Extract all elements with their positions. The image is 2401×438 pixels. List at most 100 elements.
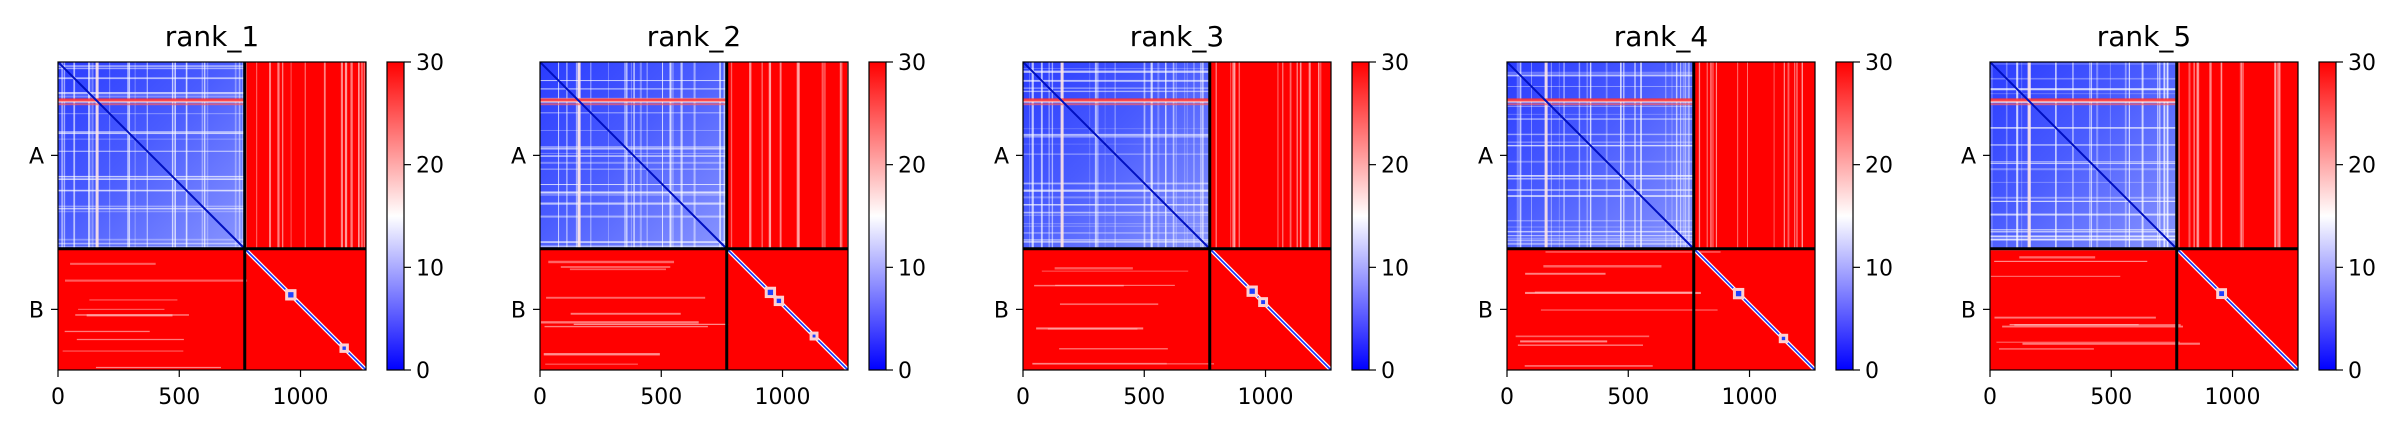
y-tick-label: A: [511, 144, 526, 169]
x-tick-label: 0: [533, 385, 547, 410]
ab-stripe: [1215, 62, 1217, 249]
aa-stripe-col: [623, 62, 626, 249]
ab-stripe: [2239, 62, 2242, 249]
aa-stripe-row: [1507, 133, 1694, 136]
aa-stripe-col: [171, 62, 174, 249]
y-tick-label: A: [1478, 144, 1493, 169]
colorbar-tick-label: 10: [2348, 256, 2376, 281]
aa-stripe-row: [1507, 71, 1694, 74]
bb-spot: [288, 292, 294, 298]
ba-streak: [545, 363, 638, 365]
aa-stripe-row: [1507, 235, 1694, 237]
colorbar-tick-label: 10: [1865, 256, 1893, 281]
bb-diagonal: [1693, 248, 1815, 370]
aa-stripe-col: [693, 62, 696, 249]
colorbar-gradient: [2318, 61, 2337, 371]
bb-spot: [1249, 288, 1255, 294]
ab-stripe: [761, 62, 763, 249]
aa-stripe-row: [540, 215, 727, 218]
aa-stripe-col: [1095, 62, 1098, 249]
aa-stripe-row: [1990, 235, 2177, 237]
aa-stripe-row: [1023, 134, 1210, 137]
aa-stripe-row: [1990, 144, 2177, 146]
aa-stripe-row: [58, 133, 245, 135]
ab-stripe: [256, 62, 258, 249]
ba-streak: [2022, 342, 2200, 345]
aa-stripe-col: [63, 62, 66, 249]
aa-red-band: [1507, 103, 1694, 106]
ba-streak: [86, 314, 173, 317]
ba-streak: [570, 312, 681, 315]
y-tick-label: B: [29, 298, 44, 323]
aa-cross-col: [2027, 62, 2031, 249]
aa-stripe-col: [1640, 62, 1642, 249]
bb-spot: [776, 298, 782, 304]
x-tick-label: 500: [2090, 385, 2132, 410]
aa-stripe-row: [1023, 204, 1210, 206]
colorbar-tick-label: 0: [1865, 359, 1879, 384]
aa-stripe-col: [2125, 62, 2127, 249]
ba-streak: [543, 353, 660, 356]
aa-stripe-col: [1586, 62, 1589, 249]
ab-stripe: [1715, 62, 1718, 249]
ab-stripe: [1773, 62, 1775, 249]
aa-stripe-row: [1023, 90, 1210, 93]
aa-stripe-col: [1165, 62, 1167, 249]
ba-streak: [1059, 303, 1159, 306]
colorbar-tick-label: 20: [1381, 154, 1409, 179]
y-tick-label: B: [994, 298, 1009, 323]
aa-stripe-col: [1186, 62, 1188, 249]
ab-stripe: [1232, 62, 1235, 249]
panel-title: rank_5: [2097, 20, 2191, 53]
aa-stripe-col: [134, 62, 136, 249]
aa-diagonal: [1990, 62, 2178, 250]
aa-stripe-col: [2055, 62, 2057, 249]
aa-stripe-col: [1634, 62, 1636, 249]
aa-stripe-row: [1507, 189, 1694, 191]
aa-stripe-row: [58, 150, 245, 152]
bb-spot: [1781, 336, 1786, 341]
heatmap-panel: rank_3 0 500 1000 A B 0 10 20 30: [994, 20, 1409, 410]
aa-stripe-col: [1184, 62, 1186, 249]
aa-stripe-col: [566, 62, 568, 249]
ba-streak: [70, 262, 156, 265]
ba-streak: [1525, 272, 1606, 275]
aa-stripe-col: [1031, 62, 1034, 249]
aa-stripe-row: [540, 145, 727, 148]
aa-stripe-col: [2021, 62, 2023, 249]
ab-stripe: [1737, 62, 1739, 249]
ab-stripe: [2209, 62, 2212, 249]
aa-stripe-col: [1172, 62, 1175, 249]
aa-stripe-col: [1193, 62, 1195, 249]
aa-diagonal: [1023, 62, 1211, 250]
ab-stripe: [1796, 62, 1798, 249]
aa-stripe-row: [1507, 144, 1694, 147]
aa-stripe-col: [2166, 62, 2169, 249]
aa-stripe-row: [1990, 88, 2177, 91]
ab-stripe: [269, 62, 272, 249]
aa-red-band: [1023, 98, 1210, 102]
aa-red-band: [540, 103, 727, 106]
ab-stripe: [1317, 62, 1320, 249]
aa-stripe-row: [1507, 237, 1694, 239]
aa-stripe-col: [558, 62, 560, 249]
aa-stripe-row: [1990, 162, 2177, 165]
ab-stripe: [277, 62, 280, 249]
aa-stripe-col: [1048, 62, 1050, 249]
colorbar-tick-label: 10: [898, 256, 926, 281]
aa-stripe-row: [1507, 230, 1694, 233]
ba-streak: [1054, 267, 1133, 270]
aa-stripe-row: [1507, 239, 1694, 242]
ab-stripe: [1794, 62, 1796, 249]
colorbar-tick-label: 10: [1381, 256, 1409, 281]
ab-stripe: [1706, 62, 1708, 249]
aa-stripe-col: [1157, 62, 1160, 249]
aa-diagonal: [58, 62, 246, 250]
colorbar: 0 10 20 30: [1351, 51, 1409, 384]
ab-stripe: [323, 62, 326, 249]
ba-streak: [76, 338, 184, 341]
aa-stripe-col: [1671, 62, 1673, 249]
colorbar-tick-label: 0: [416, 359, 430, 384]
ab-stripe: [2278, 62, 2281, 249]
